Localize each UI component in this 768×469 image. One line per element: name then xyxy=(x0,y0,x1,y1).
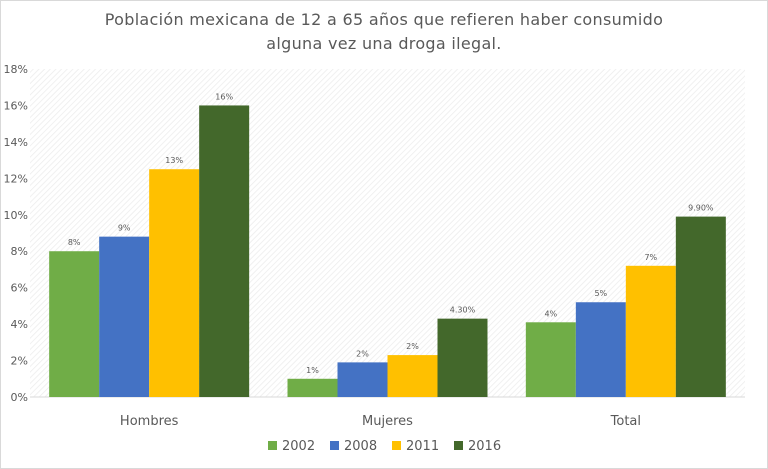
data-label: 9.90% xyxy=(688,204,714,213)
y-tick-label: 18% xyxy=(4,63,28,76)
data-label: 4% xyxy=(544,309,557,318)
data-label: 2% xyxy=(356,349,369,358)
y-tick-label: 12% xyxy=(4,172,28,185)
chart-title: Población mexicana de 12 a 65 años que r… xyxy=(0,8,768,56)
chart-title-line-2: alguna vez una droga ilegal. xyxy=(266,34,502,53)
y-tick-label: 6% xyxy=(11,282,28,295)
legend-label-2002: 2002 xyxy=(282,439,315,454)
legend-label-2008: 2008 xyxy=(344,439,377,454)
data-label: 1% xyxy=(306,366,319,375)
data-label: 8% xyxy=(68,238,81,247)
bar-mujeres-2002 xyxy=(287,378,338,397)
x-category-label: Hombres xyxy=(120,414,179,429)
bar-hombres-2016 xyxy=(199,105,250,397)
legend-label-2011: 2011 xyxy=(406,439,439,454)
bar-mujeres-2011 xyxy=(387,355,438,397)
bar-total-2002 xyxy=(525,322,576,397)
y-tick-label: 10% xyxy=(4,209,28,222)
legend-swatch-2016 xyxy=(454,441,463,450)
bar-hombres-2011 xyxy=(149,169,200,397)
bar-total-2011 xyxy=(625,265,676,397)
bar-hombres-2008 xyxy=(99,236,150,397)
data-label: 4.30% xyxy=(450,306,476,315)
bar-mujeres-2016 xyxy=(437,318,488,397)
data-label: 2% xyxy=(406,342,419,351)
legend-swatch-2008 xyxy=(330,441,339,450)
data-label: 13% xyxy=(165,156,183,165)
y-tick-label: 16% xyxy=(4,99,28,112)
data-label: 7% xyxy=(644,253,657,262)
data-label: 5% xyxy=(594,289,607,298)
legend-swatch-2011 xyxy=(392,441,401,450)
y-tick-label: 0% xyxy=(11,391,28,404)
bar-total-2016 xyxy=(675,216,726,397)
legend-swatch-2002 xyxy=(268,441,277,450)
y-tick-label: 14% xyxy=(4,136,28,149)
y-tick-label: 2% xyxy=(11,355,28,368)
data-label: 9% xyxy=(118,224,131,233)
bar-total-2008 xyxy=(575,302,626,397)
legend-label-2016: 2016 xyxy=(468,439,501,454)
y-tick-label: 8% xyxy=(11,245,28,258)
chart-title-line-1: Población mexicana de 12 a 65 años que r… xyxy=(104,10,664,29)
bar-hombres-2002 xyxy=(49,251,100,397)
data-label: 16% xyxy=(215,92,233,101)
y-tick-label: 4% xyxy=(11,318,28,331)
bar-mujeres-2008 xyxy=(337,362,388,397)
x-category-label: Mujeres xyxy=(362,414,413,429)
x-category-label: Total xyxy=(610,414,641,429)
